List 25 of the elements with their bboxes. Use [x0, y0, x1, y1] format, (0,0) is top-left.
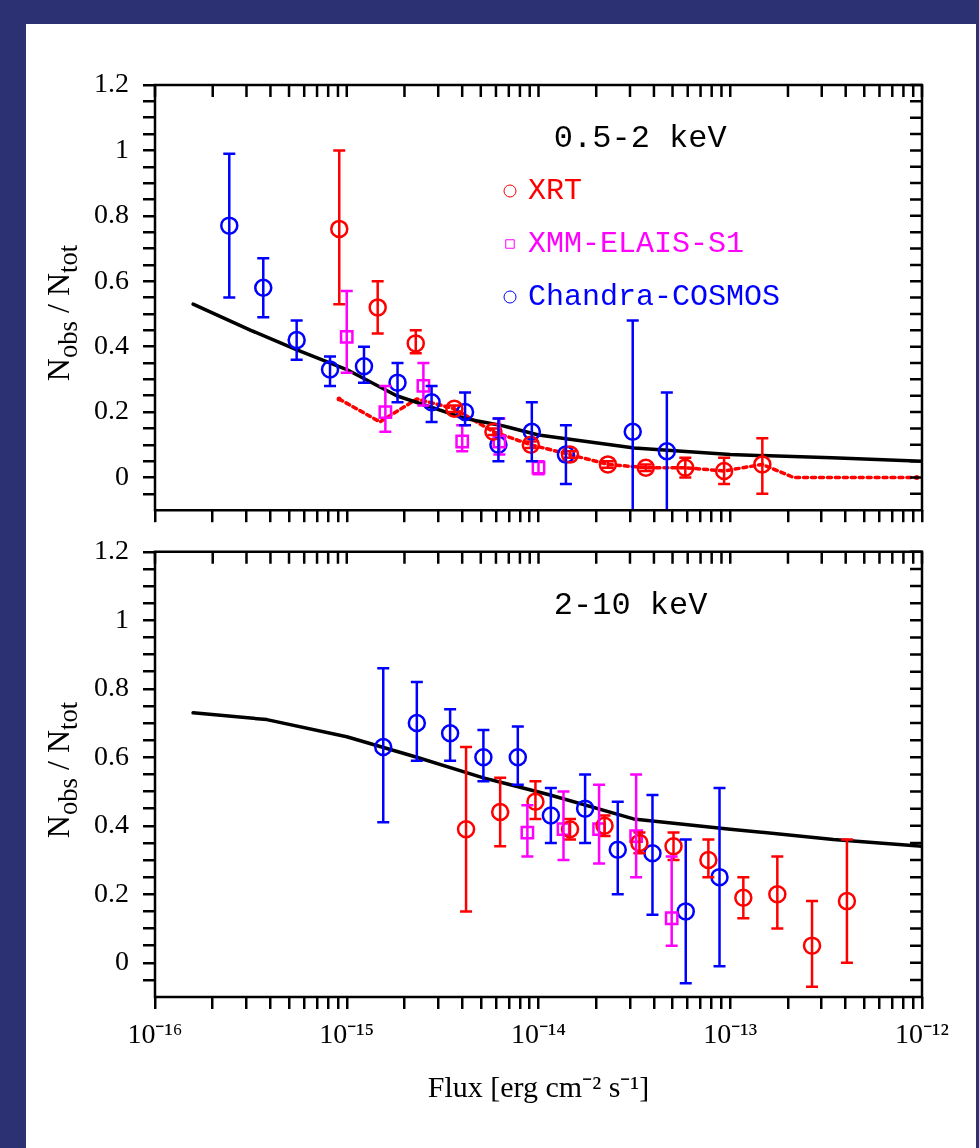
x-tick-label: 10⁻¹³ [703, 1018, 758, 1050]
annotation: 0.5-2 keV [553, 120, 728, 157]
y-tick-label: 0 [115, 945, 129, 977]
legend-label: XMM-ELAIS-S1 [528, 226, 745, 261]
y-tick-label: 0.6 [94, 263, 129, 295]
x-axis-title: Flux [erg cm⁻² s⁻¹] [427, 1069, 650, 1105]
x-tick-label: 10⁻¹⁴ [510, 1018, 567, 1050]
x-tick-label: 10⁻¹⁵ [319, 1018, 375, 1050]
legend-label: XRT [528, 173, 583, 208]
y-tick-label: 1.2 [94, 67, 129, 99]
y-tick-label: 0.2 [94, 876, 129, 908]
y-tick-label: 0.6 [94, 739, 129, 771]
y-tick-label: 1 [115, 602, 129, 634]
y-tick-label: 0.8 [94, 671, 129, 703]
y-tick-label: 0 [115, 459, 129, 491]
y-tick-label: 0.8 [94, 198, 129, 230]
annotation: 2-10 keV [553, 586, 709, 624]
y-tick-label: 0.4 [94, 808, 129, 840]
y-tick-label: 0.2 [94, 394, 129, 426]
legend-label: Chandra-COSMOS [528, 279, 781, 314]
y-tick-label: 1 [115, 132, 129, 164]
x-tick-label: 10⁻¹² [895, 1018, 949, 1050]
x-tick-label: 10⁻¹⁶ [127, 1018, 183, 1050]
y-tick-label: 0.4 [94, 329, 129, 361]
y-tick-label: 1.2 [94, 534, 129, 566]
